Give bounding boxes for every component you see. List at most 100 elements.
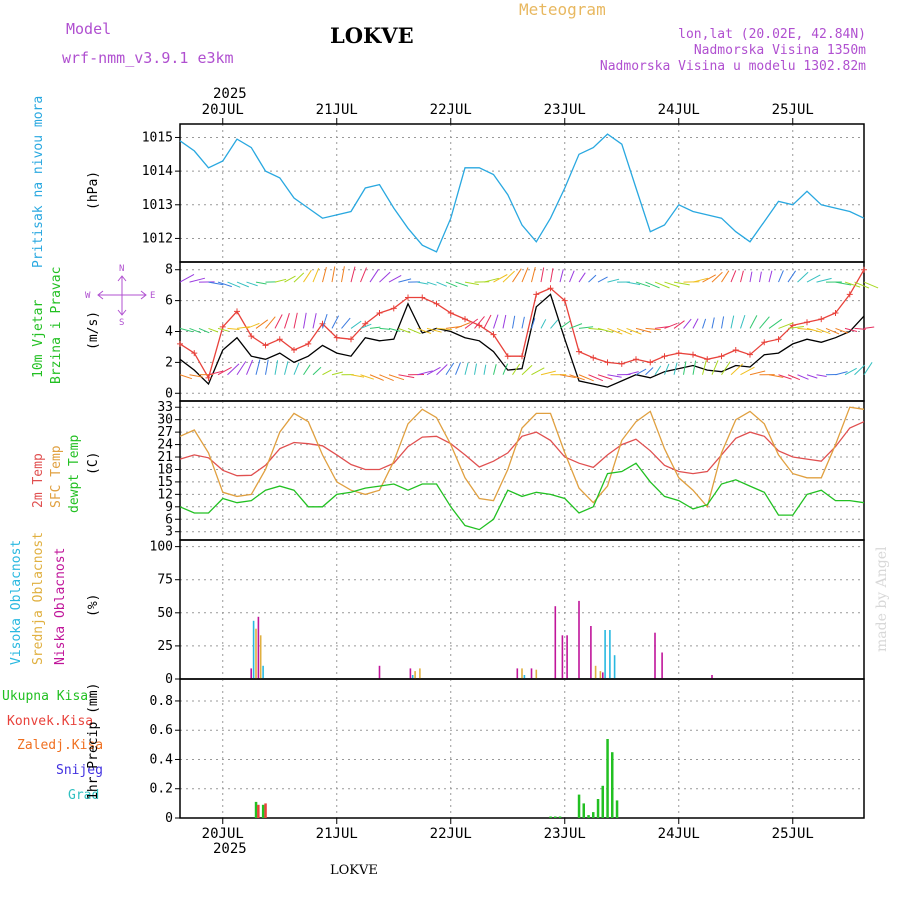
panel-frame [179,123,865,263]
wind-arrow [806,374,818,379]
wind-arrow [531,318,536,329]
wind-arrow [502,270,515,283]
wind-arrow [673,320,685,329]
top-date-label: 24JUL [658,102,700,118]
wind-arrow [521,364,533,376]
wind-arrow [255,281,267,285]
y-tick-label: 50 [157,606,173,621]
wind-arrow [540,267,545,283]
wind-arrow [379,271,391,283]
wind-arrow [597,327,614,333]
gust-point [291,347,297,354]
wind-arrow [217,366,232,376]
precip-snow-label: Snijeg [56,763,103,778]
gust-point [191,350,198,357]
y-tick-label: 6 [165,512,173,527]
wind-arrow [217,281,232,288]
wind-arrow [835,281,852,286]
wind-arrow [493,314,499,329]
y-tick-label: 8 [165,263,173,278]
wind-arrow [787,326,804,329]
wind-arrow [493,364,497,375]
wind-arrow [246,359,254,375]
gust-point [433,300,440,307]
y-tick-label: 0.6 [150,723,173,738]
wind-arrow [179,273,195,283]
wind-arrow [835,371,848,376]
wind-arrow [683,361,687,375]
wind-arrow [265,359,269,375]
gust-point [690,351,696,358]
precip-frz-label: Zaledj.Kisa [17,738,103,753]
y-tick-label: 75 [157,573,173,588]
chart-title: Meteogram [519,0,606,19]
pressure-unit-label: (hPa) [86,171,101,210]
wind-arrow [350,374,365,378]
bottom-date-label: 22JUL [430,826,472,842]
wind-unit-label: (m/s) [86,311,101,350]
data-bar [411,675,414,679]
wind-arrow [759,271,762,283]
wind-arrow [531,266,536,283]
wind-arrow [597,276,608,283]
wind-arrow [702,274,716,283]
wind-panel: 0 2 4 6 8 [165,261,879,402]
wind-arrow [730,363,744,376]
gust-point [747,351,753,358]
gust-point [376,309,383,316]
data-bar [582,803,585,818]
gust-point [775,336,782,343]
wind-arrow [768,318,783,329]
bottom-year-label: 2025 [213,841,247,857]
panel-frame [179,678,865,819]
wind-arrow [673,281,690,286]
pressure-panel: 1012 1013 1014 1015 [142,123,865,263]
wind-arrow [692,318,699,329]
wind-arrow [664,322,678,329]
wind-arrow [474,316,485,329]
wind-arrow [816,327,831,335]
gust-point [419,294,426,301]
temp-sfc-label: SFC Temp [49,445,64,508]
wind-arrow [654,326,670,329]
cloud-high-label: Visoka Oblacnost [9,540,24,665]
wind-arrow [797,271,809,283]
wind-arrow [464,281,479,286]
wind-arrow [654,281,670,289]
data-bar [535,669,538,679]
wind-arrow [331,315,340,329]
top-date-label: 25JUL [772,102,814,118]
wind-arrow [303,312,307,329]
wind-arrow [369,374,384,381]
y-tick-label: 1015 [142,130,173,145]
wind-arrow [521,267,529,283]
wind-arrow [702,318,707,329]
wind-arrow [863,362,873,376]
data-bar [578,600,580,679]
wind-arrow [626,371,639,376]
wind-arrow [227,363,240,376]
wind-arrow [436,327,453,331]
data-bar [661,652,663,679]
wind-arrow [417,281,429,285]
wind-arrow [246,322,260,329]
gust-point [661,353,668,360]
wind-arrow [844,367,857,376]
bottom-date-label: 25JUL [772,826,814,842]
y-tick-label: 0 [165,811,173,826]
y-tick-label: 25 [157,639,173,654]
data-bar [615,800,619,818]
gust-point [561,297,568,304]
gust-point [504,353,511,360]
wind-arrow [635,368,647,376]
data-bar [530,668,533,679]
bottom-date-label: 20JUL [202,826,244,842]
wind-arrow [341,266,345,283]
gust-point [276,336,283,343]
series-line [179,269,865,380]
wind-arrow [483,314,492,329]
panel-frame [179,539,865,680]
series-line [179,462,865,531]
